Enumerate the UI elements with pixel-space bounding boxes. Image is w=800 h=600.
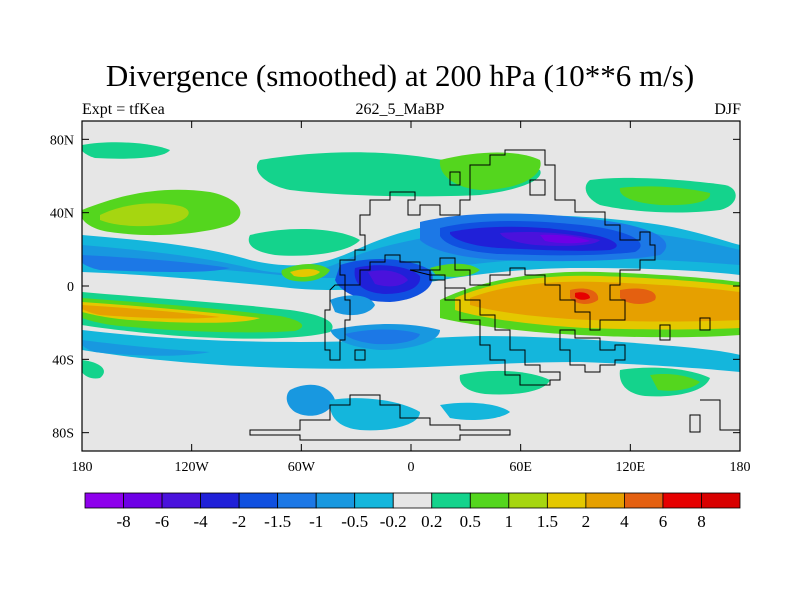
colorbar-label: 8 (697, 512, 706, 531)
colorbar-swatch (701, 492, 741, 509)
experiment-label: Expt = tfKea (82, 101, 165, 118)
colorbar-swatch (392, 492, 433, 509)
colorbar-label: 6 (659, 512, 668, 531)
colorbar-label: -0.2 (380, 512, 407, 531)
colorbar-label: -8 (116, 512, 130, 531)
colorbar-label: 0.5 (460, 512, 481, 531)
x-tick-label: 60W (288, 460, 316, 475)
x-tick-label: 0 (408, 460, 415, 475)
colorbar-label: -1 (309, 512, 323, 531)
x-tick-label: 120W (175, 460, 210, 475)
colorbar-swatch (469, 492, 510, 509)
chart-title: Divergence (smoothed) at 200 hPa (10**6 … (105, 58, 695, 93)
colorbar-label: 1.5 (537, 512, 558, 531)
y-tick-label: 80N (50, 133, 74, 148)
colorbar-label: -4 (194, 512, 209, 531)
axes: 180 120W 60W 0 60E 120E 180 80N 40N 0 40S 80S (50, 121, 751, 475)
colorbar-swatch (277, 492, 317, 509)
colorbar-swatch (431, 492, 471, 509)
y-tick-label: 80S (52, 427, 74, 442)
x-tick-label: 60E (509, 460, 532, 475)
colorbar-swatch (238, 492, 279, 509)
y-tick-label: 40S (52, 353, 74, 368)
colorbar-swatch (354, 492, 394, 509)
colorbar-label: 2 (582, 512, 591, 531)
colorbar-swatch (161, 492, 201, 509)
x-tick-label: 180 (72, 460, 93, 475)
colorbar-label: -1.5 (264, 512, 291, 531)
colorbar-swatch (585, 492, 625, 509)
colorbar-label: 0.2 (421, 512, 442, 531)
x-tick-label: 180 (730, 460, 751, 475)
y-tick-label: 0 (67, 280, 74, 295)
colorbar-swatch (662, 492, 702, 509)
colorbar-swatch (315, 492, 356, 509)
colorbar-swatch (200, 492, 240, 509)
colorbar-swatch (508, 492, 548, 509)
colorbar: -8 -6 -4 -2 -1.5 -1 -0.5 -0.2 0.2 0.5 1 1.5 2 4 6 8 (84, 492, 741, 531)
colorbar-swatch (84, 492, 124, 509)
colorbar-swatch (123, 492, 163, 509)
colorbar-label: 1 (505, 512, 514, 531)
colorbar-label: -6 (155, 512, 169, 531)
x-tick-label: 120E (616, 460, 646, 475)
colorbar-label: -0.5 (341, 512, 368, 531)
y-tick-label: 40N (50, 207, 74, 222)
colorbar-label: 4 (620, 512, 629, 531)
colorbar-swatch (546, 492, 587, 509)
run-label: 262_5_MaBP (355, 101, 445, 118)
season-label: DJF (714, 101, 741, 118)
coastlines (249, 149, 740, 441)
colorbar-label: -2 (232, 512, 246, 531)
colorbar-swatch (624, 492, 664, 509)
